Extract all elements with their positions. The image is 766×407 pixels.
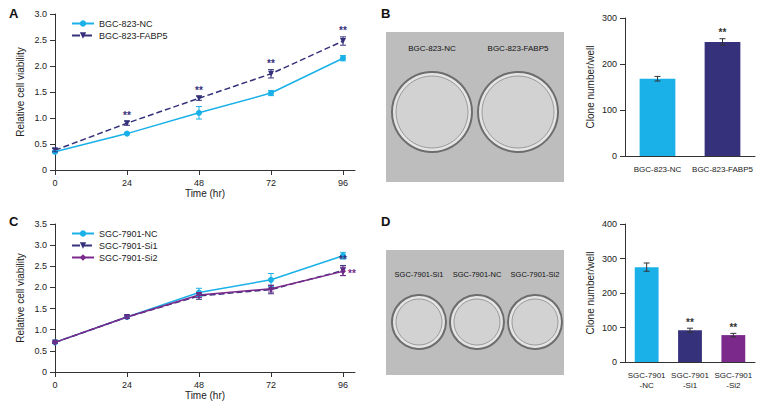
svg-text:0: 0	[612, 357, 617, 367]
svg-text:2.5: 2.5	[34, 35, 47, 45]
svg-text:24: 24	[122, 380, 132, 390]
svg-text:**: **	[339, 25, 347, 36]
svg-text:B: B	[381, 6, 390, 21]
svg-text:Time (hr): Time (hr)	[185, 188, 225, 199]
svg-text:3.5: 3.5	[34, 219, 47, 229]
svg-text:1.5: 1.5	[34, 304, 47, 314]
svg-text:96: 96	[338, 380, 348, 390]
svg-text:SGC-7901-Si2: SGC-7901-Si2	[99, 253, 158, 263]
svg-text:200: 200	[602, 59, 617, 69]
svg-text:0.5: 0.5	[34, 139, 47, 149]
svg-text:72: 72	[266, 380, 276, 390]
svg-text:72: 72	[266, 178, 276, 188]
svg-text:BGC-823-NC: BGC-823-NC	[99, 19, 153, 29]
svg-text:-Si1: -Si1	[683, 381, 698, 390]
svg-text:96: 96	[338, 178, 348, 188]
svg-text:A: A	[9, 6, 19, 21]
svg-text:0.5: 0.5	[34, 346, 47, 356]
svg-text:D: D	[381, 214, 390, 229]
svg-text:-NC: -NC	[640, 381, 654, 390]
svg-text:SGC-7901: SGC-7901	[628, 371, 666, 380]
svg-text:3.0: 3.0	[34, 9, 47, 19]
svg-text:-Si2: -Si2	[726, 381, 741, 390]
svg-text:Clone number/well: Clone number/well	[585, 46, 596, 129]
svg-text:SGC-7901: SGC-7901	[714, 371, 752, 380]
svg-text:1.0: 1.0	[34, 325, 47, 335]
svg-text:**: **	[719, 27, 727, 38]
svg-text:400: 400	[602, 219, 617, 229]
svg-text:**: **	[339, 254, 347, 265]
svg-text:C: C	[9, 214, 19, 229]
svg-text:BGC-823-NC: BGC-823-NC	[408, 44, 456, 53]
svg-text:48: 48	[194, 380, 204, 390]
svg-text:2.5: 2.5	[34, 261, 47, 271]
svg-text:SGC-7901-NC: SGC-7901-NC	[453, 270, 502, 279]
svg-text:200: 200	[602, 288, 617, 298]
svg-text:Relative cell viability: Relative cell viability	[15, 253, 26, 342]
svg-text:SGC-7901-Si1: SGC-7901-Si1	[99, 241, 158, 251]
svg-text:0: 0	[52, 380, 57, 390]
svg-text:BGC-823-NC: BGC-823-NC	[634, 165, 682, 174]
svg-text:24: 24	[122, 178, 132, 188]
svg-text:2.0: 2.0	[34, 61, 47, 71]
svg-text:SGC-7901: SGC-7901	[671, 371, 709, 380]
svg-text:3.0: 3.0	[34, 240, 47, 250]
svg-text:0: 0	[52, 178, 57, 188]
svg-text:300: 300	[602, 254, 617, 264]
svg-text:2.0: 2.0	[34, 282, 47, 292]
svg-text:**: **	[729, 322, 737, 333]
svg-text:**: **	[686, 317, 694, 328]
svg-text:Relative cell viability: Relative cell viability	[15, 47, 26, 136]
svg-text:100: 100	[602, 323, 617, 333]
svg-text:SGC-7901-NC: SGC-7901-NC	[99, 229, 158, 239]
svg-text:1.0: 1.0	[34, 113, 47, 123]
svg-text:0: 0	[42, 165, 47, 175]
svg-text:SGC-7901-Si2: SGC-7901-Si2	[511, 270, 560, 279]
svg-text:**: **	[348, 268, 356, 279]
svg-text:300: 300	[602, 13, 617, 23]
svg-text:BGC-823-FABP5: BGC-823-FABP5	[692, 165, 753, 174]
svg-text:**: **	[267, 58, 275, 69]
svg-text:SGC-7901-Si1: SGC-7901-Si1	[395, 270, 444, 279]
svg-text:**: **	[123, 110, 131, 121]
svg-text:1.5: 1.5	[34, 87, 47, 97]
svg-text:100: 100	[602, 105, 617, 115]
svg-text:48: 48	[194, 178, 204, 188]
svg-text:BGC-823-FABP5: BGC-823-FABP5	[488, 44, 549, 53]
svg-text:Clone number/well: Clone number/well	[585, 252, 596, 335]
svg-text:Time (hr): Time (hr)	[185, 390, 225, 401]
svg-text:0: 0	[612, 151, 617, 161]
svg-text:0: 0	[42, 367, 47, 377]
svg-text:**: **	[195, 85, 203, 96]
svg-text:BGC-823-FABP5: BGC-823-FABP5	[99, 31, 168, 41]
